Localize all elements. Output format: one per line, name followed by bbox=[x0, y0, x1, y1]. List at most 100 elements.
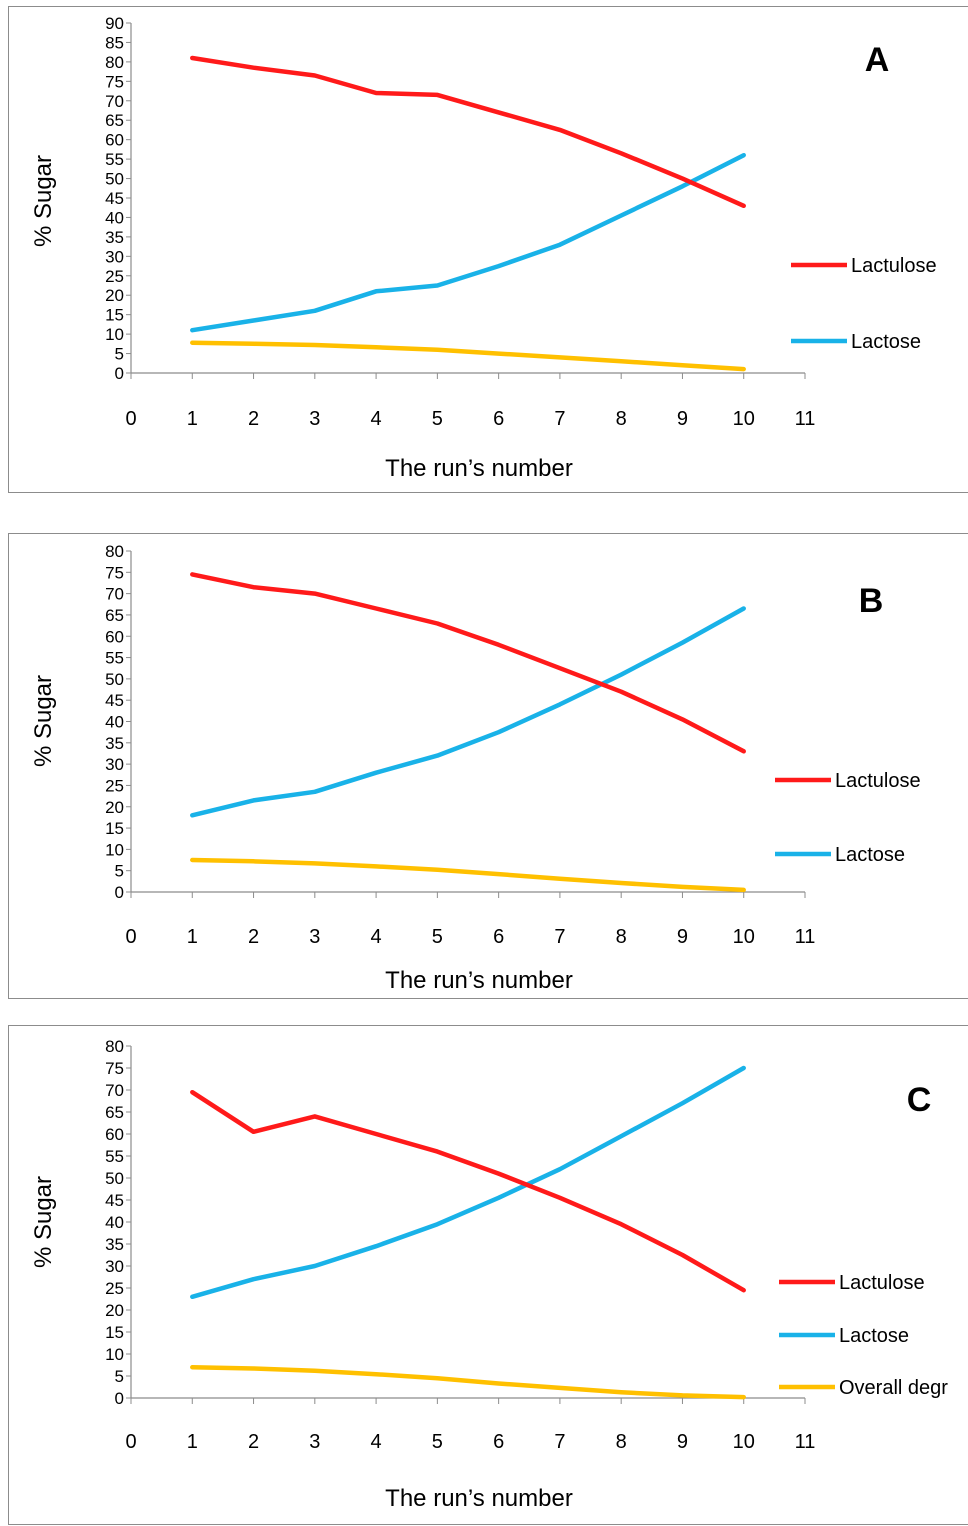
series-line-overall-degr bbox=[190, 1364, 746, 1400]
x-tick-label: 7 bbox=[554, 1431, 565, 1453]
y-tick-label: 80 bbox=[105, 53, 124, 72]
y-tick-label: 40 bbox=[105, 713, 124, 732]
y-tick-label: 15 bbox=[105, 306, 124, 325]
y-tick-label: 5 bbox=[115, 345, 124, 364]
y-tick-label: 70 bbox=[105, 585, 124, 604]
y-tick-label: 75 bbox=[105, 563, 124, 582]
x-tick-label: 4 bbox=[371, 1431, 382, 1453]
series-line-lactose bbox=[190, 1065, 746, 1300]
chart-panel-a: 0 5 10 15 20 25 30 35 40 45 50 55 60 65 70 75 80 85 90 0 1 2 3… bbox=[8, 6, 968, 493]
x-tick-label: 5 bbox=[432, 926, 443, 948]
y-tick-label: 10 bbox=[105, 1345, 124, 1364]
y-tick-label: 30 bbox=[105, 755, 124, 774]
y-tick-label: 40 bbox=[105, 208, 124, 227]
x-axis-title: The run’s number bbox=[385, 455, 573, 482]
x-tick-label: 2 bbox=[248, 926, 259, 948]
y-tick-label: 40 bbox=[105, 1213, 124, 1232]
y-tick-label: 55 bbox=[105, 1147, 124, 1166]
y-tick-label: 55 bbox=[105, 150, 124, 169]
x-tick-label: 0 bbox=[125, 1431, 136, 1453]
x-tick-label: 8 bbox=[616, 926, 627, 948]
y-tick-label: 75 bbox=[105, 1059, 124, 1078]
y-tick-label: 90 bbox=[105, 14, 124, 33]
x-tick-label: 0 bbox=[125, 408, 136, 430]
x-tick-label: 9 bbox=[677, 926, 688, 948]
chart-panel-c: 0 5 10 15 20 25 30 35 40 45 50 55 60 65 70 75 80 0 1 2 3 4 5 6 7… bbox=[8, 1025, 968, 1525]
legend-label: Overall degr bbox=[839, 1377, 948, 1399]
y-tick-label: 75 bbox=[105, 72, 124, 91]
y-tick-label: 0 bbox=[115, 883, 124, 902]
y-tick-label: 60 bbox=[105, 627, 124, 646]
x-tick-label: 6 bbox=[493, 926, 504, 948]
x-tick-label: 9 bbox=[677, 1431, 688, 1453]
x-tick-label: 1 bbox=[187, 926, 198, 948]
y-tick-label: 70 bbox=[105, 1081, 124, 1100]
x-tick-label: 11 bbox=[795, 926, 816, 948]
series-line-unnamed-2 bbox=[190, 340, 746, 372]
x-tick-label: 6 bbox=[493, 408, 504, 430]
x-tick-label: 9 bbox=[677, 408, 688, 430]
y-tick-label: 70 bbox=[105, 92, 124, 111]
x-tick-label: 7 bbox=[554, 408, 565, 430]
y-tick-label: 10 bbox=[105, 325, 124, 344]
y-tick-label: 10 bbox=[105, 840, 124, 859]
y-tick-label: 0 bbox=[115, 1389, 124, 1408]
y-tick-label: 5 bbox=[115, 862, 124, 881]
x-tick-label: 3 bbox=[309, 408, 320, 430]
chart-panel-b: 0 5 10 15 20 25 30 35 40 45 50 55 60 65 70 75 80 0 1 2 3 4 5 6 7… bbox=[8, 533, 968, 999]
y-tick-label: 85 bbox=[105, 33, 124, 52]
x-tick-label: 11 bbox=[795, 1431, 816, 1453]
series-line-lactulose bbox=[190, 1089, 746, 1293]
y-tick-label: 55 bbox=[105, 649, 124, 668]
y-tick-label: 45 bbox=[105, 691, 124, 710]
x-tick-label: 1 bbox=[187, 408, 198, 430]
y-axis-title: % Sugar bbox=[30, 155, 57, 247]
legend-label: Lactulose bbox=[851, 255, 937, 277]
series-line-unnamed-2 bbox=[190, 857, 746, 893]
y-tick-label: 0 bbox=[115, 364, 124, 383]
series-line-lactulose bbox=[190, 55, 746, 209]
y-tick-label: 20 bbox=[105, 1301, 124, 1320]
y-tick-label: 60 bbox=[105, 131, 124, 150]
x-tick-label: 10 bbox=[733, 926, 755, 948]
y-tick-label: 80 bbox=[105, 1037, 124, 1056]
x-tick-label: 3 bbox=[309, 926, 320, 948]
legend-label: Lactulose bbox=[835, 770, 921, 792]
y-tick-label: 25 bbox=[105, 776, 124, 795]
y-tick-label: 60 bbox=[105, 1125, 124, 1144]
y-tick-label: 20 bbox=[105, 286, 124, 305]
y-tick-label: 30 bbox=[105, 1257, 124, 1276]
legend-label: Lactulose bbox=[839, 1272, 925, 1294]
x-tick-label: 5 bbox=[432, 408, 443, 430]
y-tick-label: 30 bbox=[105, 247, 124, 266]
y-tick-label: 35 bbox=[105, 1235, 124, 1254]
x-tick-label: 1 bbox=[187, 1431, 198, 1453]
x-tick-label: 7 bbox=[554, 926, 565, 948]
y-tick-label: 15 bbox=[105, 1323, 124, 1342]
x-tick-label: 2 bbox=[248, 1431, 259, 1453]
legend-label: Lactose bbox=[839, 1325, 909, 1347]
x-tick-label: 6 bbox=[493, 1431, 504, 1453]
series-line-lactulose bbox=[190, 572, 746, 754]
y-tick-label: 35 bbox=[105, 734, 124, 753]
y-tick-label: 45 bbox=[105, 1191, 124, 1210]
y-tick-label: 25 bbox=[105, 1279, 124, 1298]
x-tick-label: 3 bbox=[309, 1431, 320, 1453]
legend-label: Lactose bbox=[835, 844, 905, 866]
x-axis-title: The run’s number bbox=[385, 967, 573, 994]
x-tick-label: 8 bbox=[616, 1431, 627, 1453]
y-tick-label: 65 bbox=[105, 111, 124, 130]
y-tick-label: 25 bbox=[105, 267, 124, 286]
series-line-lactose bbox=[190, 152, 746, 333]
y-tick-label: 80 bbox=[105, 542, 124, 561]
chart-title: C bbox=[907, 1081, 932, 1119]
x-tick-label: 11 bbox=[795, 408, 816, 430]
x-tick-label: 4 bbox=[371, 926, 382, 948]
y-axis-title: % Sugar bbox=[30, 1176, 57, 1268]
x-tick-label: 10 bbox=[733, 1431, 755, 1453]
y-tick-label: 50 bbox=[105, 670, 124, 689]
y-tick-label: 15 bbox=[105, 819, 124, 838]
y-tick-label: 50 bbox=[105, 170, 124, 189]
